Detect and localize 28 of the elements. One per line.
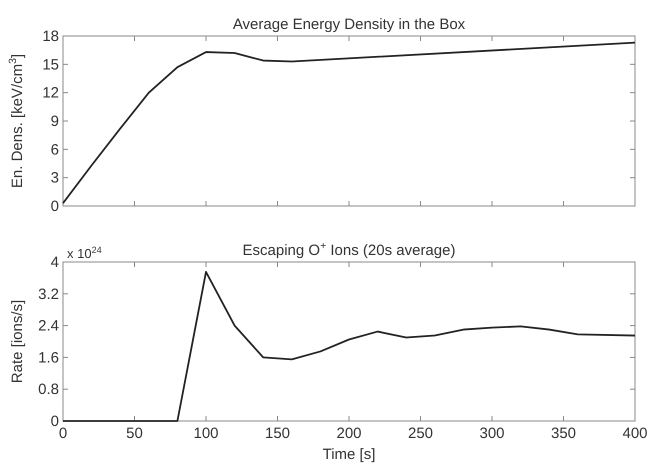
y-tick-label: 0 [50,198,59,215]
y-tick-label: 2.4 [38,318,59,335]
y-tick-label: 0.8 [38,381,59,398]
x-tick-label: 350 [550,425,576,442]
chart-title: Average Energy Density in the Box [232,16,466,33]
y-tick-label: 1.6 [38,349,59,366]
x-tick-label: 400 [622,425,648,442]
y-tick-label: 4 [50,254,59,271]
x-axis-title: Time [s] [322,446,376,463]
y-tick-label: 18 [42,28,59,45]
line-series [62,271,636,422]
x-tick-label: 100 [193,425,219,442]
x-tick-label: 300 [479,425,505,442]
y-tick-label: 0 [50,413,59,430]
y-tick-label: 15 [42,56,59,74]
x-tick-label: 150 [264,425,290,442]
chart-title: Escaping O$^{+}$ Ions (20s average) [242,240,456,259]
line-series [62,42,636,204]
y-axis-title: Rate [ions/s] [9,300,26,384]
x-tick-label: 50 [126,425,143,442]
y-tick-label: 3 [50,170,59,187]
y-tick-label: 9 [50,113,59,130]
x-tick-label: 200 [336,425,362,442]
y-tick-label: 6 [50,141,59,158]
y-tick-label: 3.2 [38,286,59,303]
text: x 10$^{24}$ [67,245,102,261]
x-tick-label: 250 [408,425,434,442]
y-tick-label: 12 [42,84,59,102]
